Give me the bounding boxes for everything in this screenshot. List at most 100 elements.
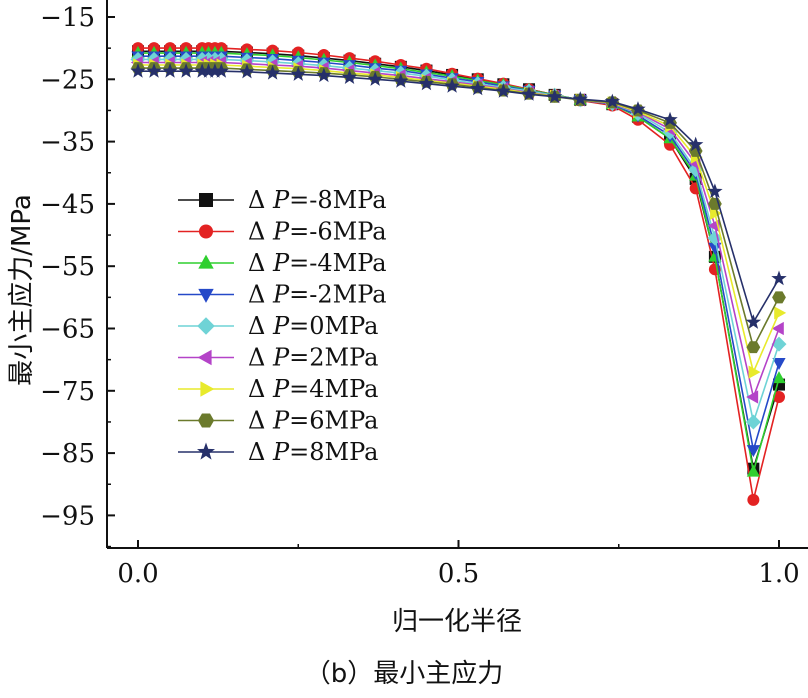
axes: −15 −25 −35 −45 −55 −65 −75 −85 −95 0.0 0.5 1.0 (40, 0, 808, 589)
series-line (138, 58, 780, 425)
legend-marker (197, 413, 215, 428)
data-point (630, 101, 646, 116)
legend-item: Δ P=0MPa (178, 312, 378, 340)
legend-item: Δ P=-4MPa (178, 249, 387, 277)
x-tick-label: 1.0 (758, 559, 799, 589)
series-line (138, 61, 780, 400)
series-3 (131, 45, 786, 477)
data-point (604, 93, 621, 109)
data-point (746, 390, 759, 404)
series-line (138, 50, 780, 469)
series-line (138, 67, 780, 350)
data-point (194, 63, 210, 78)
data-point (746, 341, 761, 354)
series-line (138, 64, 780, 375)
data-point (748, 365, 761, 379)
data-point (710, 206, 723, 220)
legend-item: Δ P=8MPa (178, 438, 378, 466)
data-point (290, 66, 306, 81)
legend-marker (200, 381, 215, 397)
data-point (264, 64, 281, 80)
figure-caption: （b）最小主应力 (305, 659, 504, 689)
y-tick-label: −95 (40, 501, 95, 531)
data-point (546, 88, 563, 104)
y-axis-label: 最小主应力/MPa (7, 194, 37, 386)
data-point (146, 63, 162, 78)
data-point (418, 75, 435, 91)
y-tick-label: −25 (40, 65, 95, 95)
x-axis-label: 归一化半径 (392, 607, 522, 637)
legend-marker (199, 193, 213, 207)
legend-label: Δ P=8MPa (248, 438, 378, 466)
data-point (521, 86, 537, 101)
legend-label: Δ P=0MPa (248, 312, 378, 340)
legend-marker (198, 254, 214, 269)
data-point (341, 69, 358, 84)
series-line (138, 52, 780, 473)
x-tick-label: 0.5 (438, 559, 479, 589)
plot-lines (130, 42, 787, 506)
series-4 (131, 51, 786, 458)
legend-marker (198, 288, 214, 303)
data-point (213, 63, 230, 78)
legend-item: Δ P=-8MPa (178, 186, 387, 214)
legend-label: Δ P=2MPa (248, 344, 378, 372)
data-point (708, 249, 722, 262)
data-point (470, 80, 486, 96)
legend-item: Δ P=-6MPa (178, 218, 387, 246)
series-line (138, 70, 780, 325)
series-5 (130, 51, 787, 430)
series-7 (133, 58, 787, 379)
data-point (687, 136, 704, 152)
series-line (138, 47, 780, 500)
legend-marker (197, 317, 215, 335)
data-point (444, 78, 460, 93)
legend-marker (199, 224, 213, 239)
data-point (772, 371, 786, 384)
data-point (495, 83, 512, 98)
legend-marker (197, 349, 212, 366)
series-9 (130, 63, 787, 329)
x-tick-label: 0.0 (117, 559, 158, 589)
data-point (773, 391, 785, 404)
data-point (771, 321, 784, 336)
data-point (771, 270, 787, 286)
data-point (162, 63, 178, 78)
data-point (200, 63, 217, 78)
data-point (774, 306, 787, 320)
y-tick-label: −15 (40, 3, 95, 33)
data-point (708, 242, 722, 255)
data-point (367, 71, 383, 86)
series-8 (131, 62, 786, 354)
y-tick-label: −65 (40, 315, 95, 345)
legend: Δ P=-8MPa Δ P=-6MPa Δ P=-4MPa Δ P=-2MPa Δ P=… (178, 186, 387, 466)
legend-item: Δ P=4MPa (178, 375, 378, 403)
legend-label: Δ P=-8MPa (248, 186, 387, 214)
y-tick-label: −75 (40, 377, 95, 407)
data-point (745, 414, 761, 430)
data-point (130, 63, 146, 78)
data-point (239, 63, 255, 79)
legend-label: Δ P=-4MPa (248, 249, 387, 277)
y-tick-label: −35 (40, 128, 95, 158)
legend-item: Δ P=6MPa (178, 407, 378, 435)
y-tick-label: −45 (40, 190, 95, 220)
series-6 (130, 55, 784, 404)
data-point (178, 63, 194, 78)
data-point (746, 445, 760, 458)
y-tick-label: −55 (40, 252, 95, 282)
data-point (772, 291, 786, 304)
data-point (662, 111, 678, 127)
data-point (746, 464, 760, 477)
legend-marker (197, 442, 215, 460)
y-tick-label: −85 (40, 439, 95, 469)
legend-label: Δ P=-6MPa (248, 218, 387, 246)
series-1 (132, 45, 785, 475)
data-point (772, 357, 786, 370)
legend-item: Δ P=-2MPa (178, 281, 387, 309)
legend-label: Δ P=4MPa (248, 375, 378, 403)
data-point (707, 183, 723, 198)
data-point (207, 63, 223, 78)
data-point (745, 314, 762, 329)
data-point (316, 67, 332, 83)
